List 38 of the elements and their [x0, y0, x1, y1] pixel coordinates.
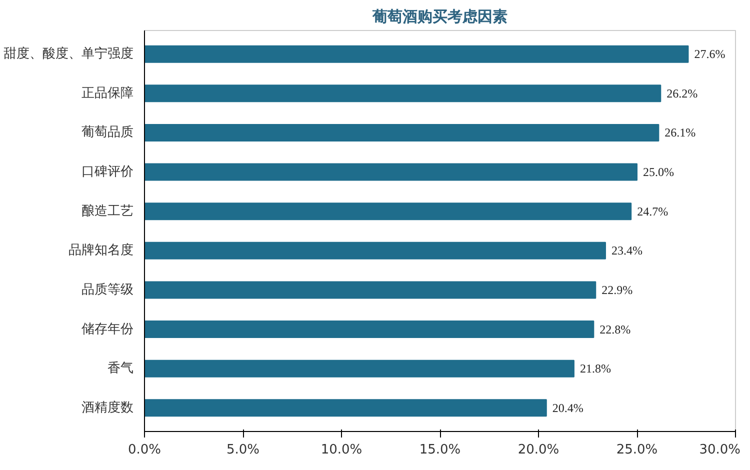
- y-tick-label: 储存年份: [82, 322, 134, 337]
- bar: [144, 124, 660, 142]
- y-tick-label: 口碑评价: [82, 164, 134, 180]
- y-tick-label: 酒精度数: [82, 399, 134, 416]
- bar: [144, 360, 574, 378]
- x-tick-label: 0.0%: [128, 442, 162, 458]
- bar: [144, 202, 632, 220]
- bar: [144, 242, 606, 260]
- data-label: 20.4%: [552, 400, 584, 415]
- data-label: 26.2%: [666, 86, 698, 100]
- data-label: 27.6%: [694, 47, 726, 62]
- bar: [144, 163, 638, 181]
- y-tick-label: 甜度、酸度、单宁强度: [4, 46, 134, 62]
- bar: [144, 45, 689, 63]
- y-tick-label: 葡萄品质: [82, 125, 134, 140]
- y-tick-label: 香气: [108, 361, 134, 376]
- data-label: 26.1%: [664, 126, 696, 140]
- data-label: 22.9%: [602, 282, 633, 297]
- y-tick-label: 品牌知名度: [68, 242, 134, 258]
- bar: [144, 84, 662, 102]
- x-tick-label: 30.0%: [699, 442, 741, 458]
- x-tick-label: 15.0%: [419, 442, 461, 458]
- y-tick-label: 品质等级: [82, 282, 134, 298]
- bar: [144, 399, 547, 417]
- y-tick-label: 酿造工艺: [82, 204, 134, 219]
- chart-title: 葡萄酒购买考虑因素: [372, 8, 508, 26]
- data-label: 24.7%: [637, 204, 668, 218]
- bar: [144, 281, 596, 299]
- x-tick-label: 10.0%: [320, 442, 362, 458]
- data-label: 25.0%: [643, 165, 674, 180]
- data-label: 21.8%: [580, 362, 611, 376]
- bar: [144, 320, 594, 338]
- x-tick-label: 5.0%: [226, 442, 260, 458]
- data-label: 22.8%: [600, 322, 631, 336]
- y-tick-label: 正品保障: [82, 86, 134, 101]
- data-label: 23.4%: [611, 244, 642, 258]
- x-tick-label: 25.0%: [616, 442, 658, 458]
- x-tick-label: 20.0%: [518, 442, 560, 458]
